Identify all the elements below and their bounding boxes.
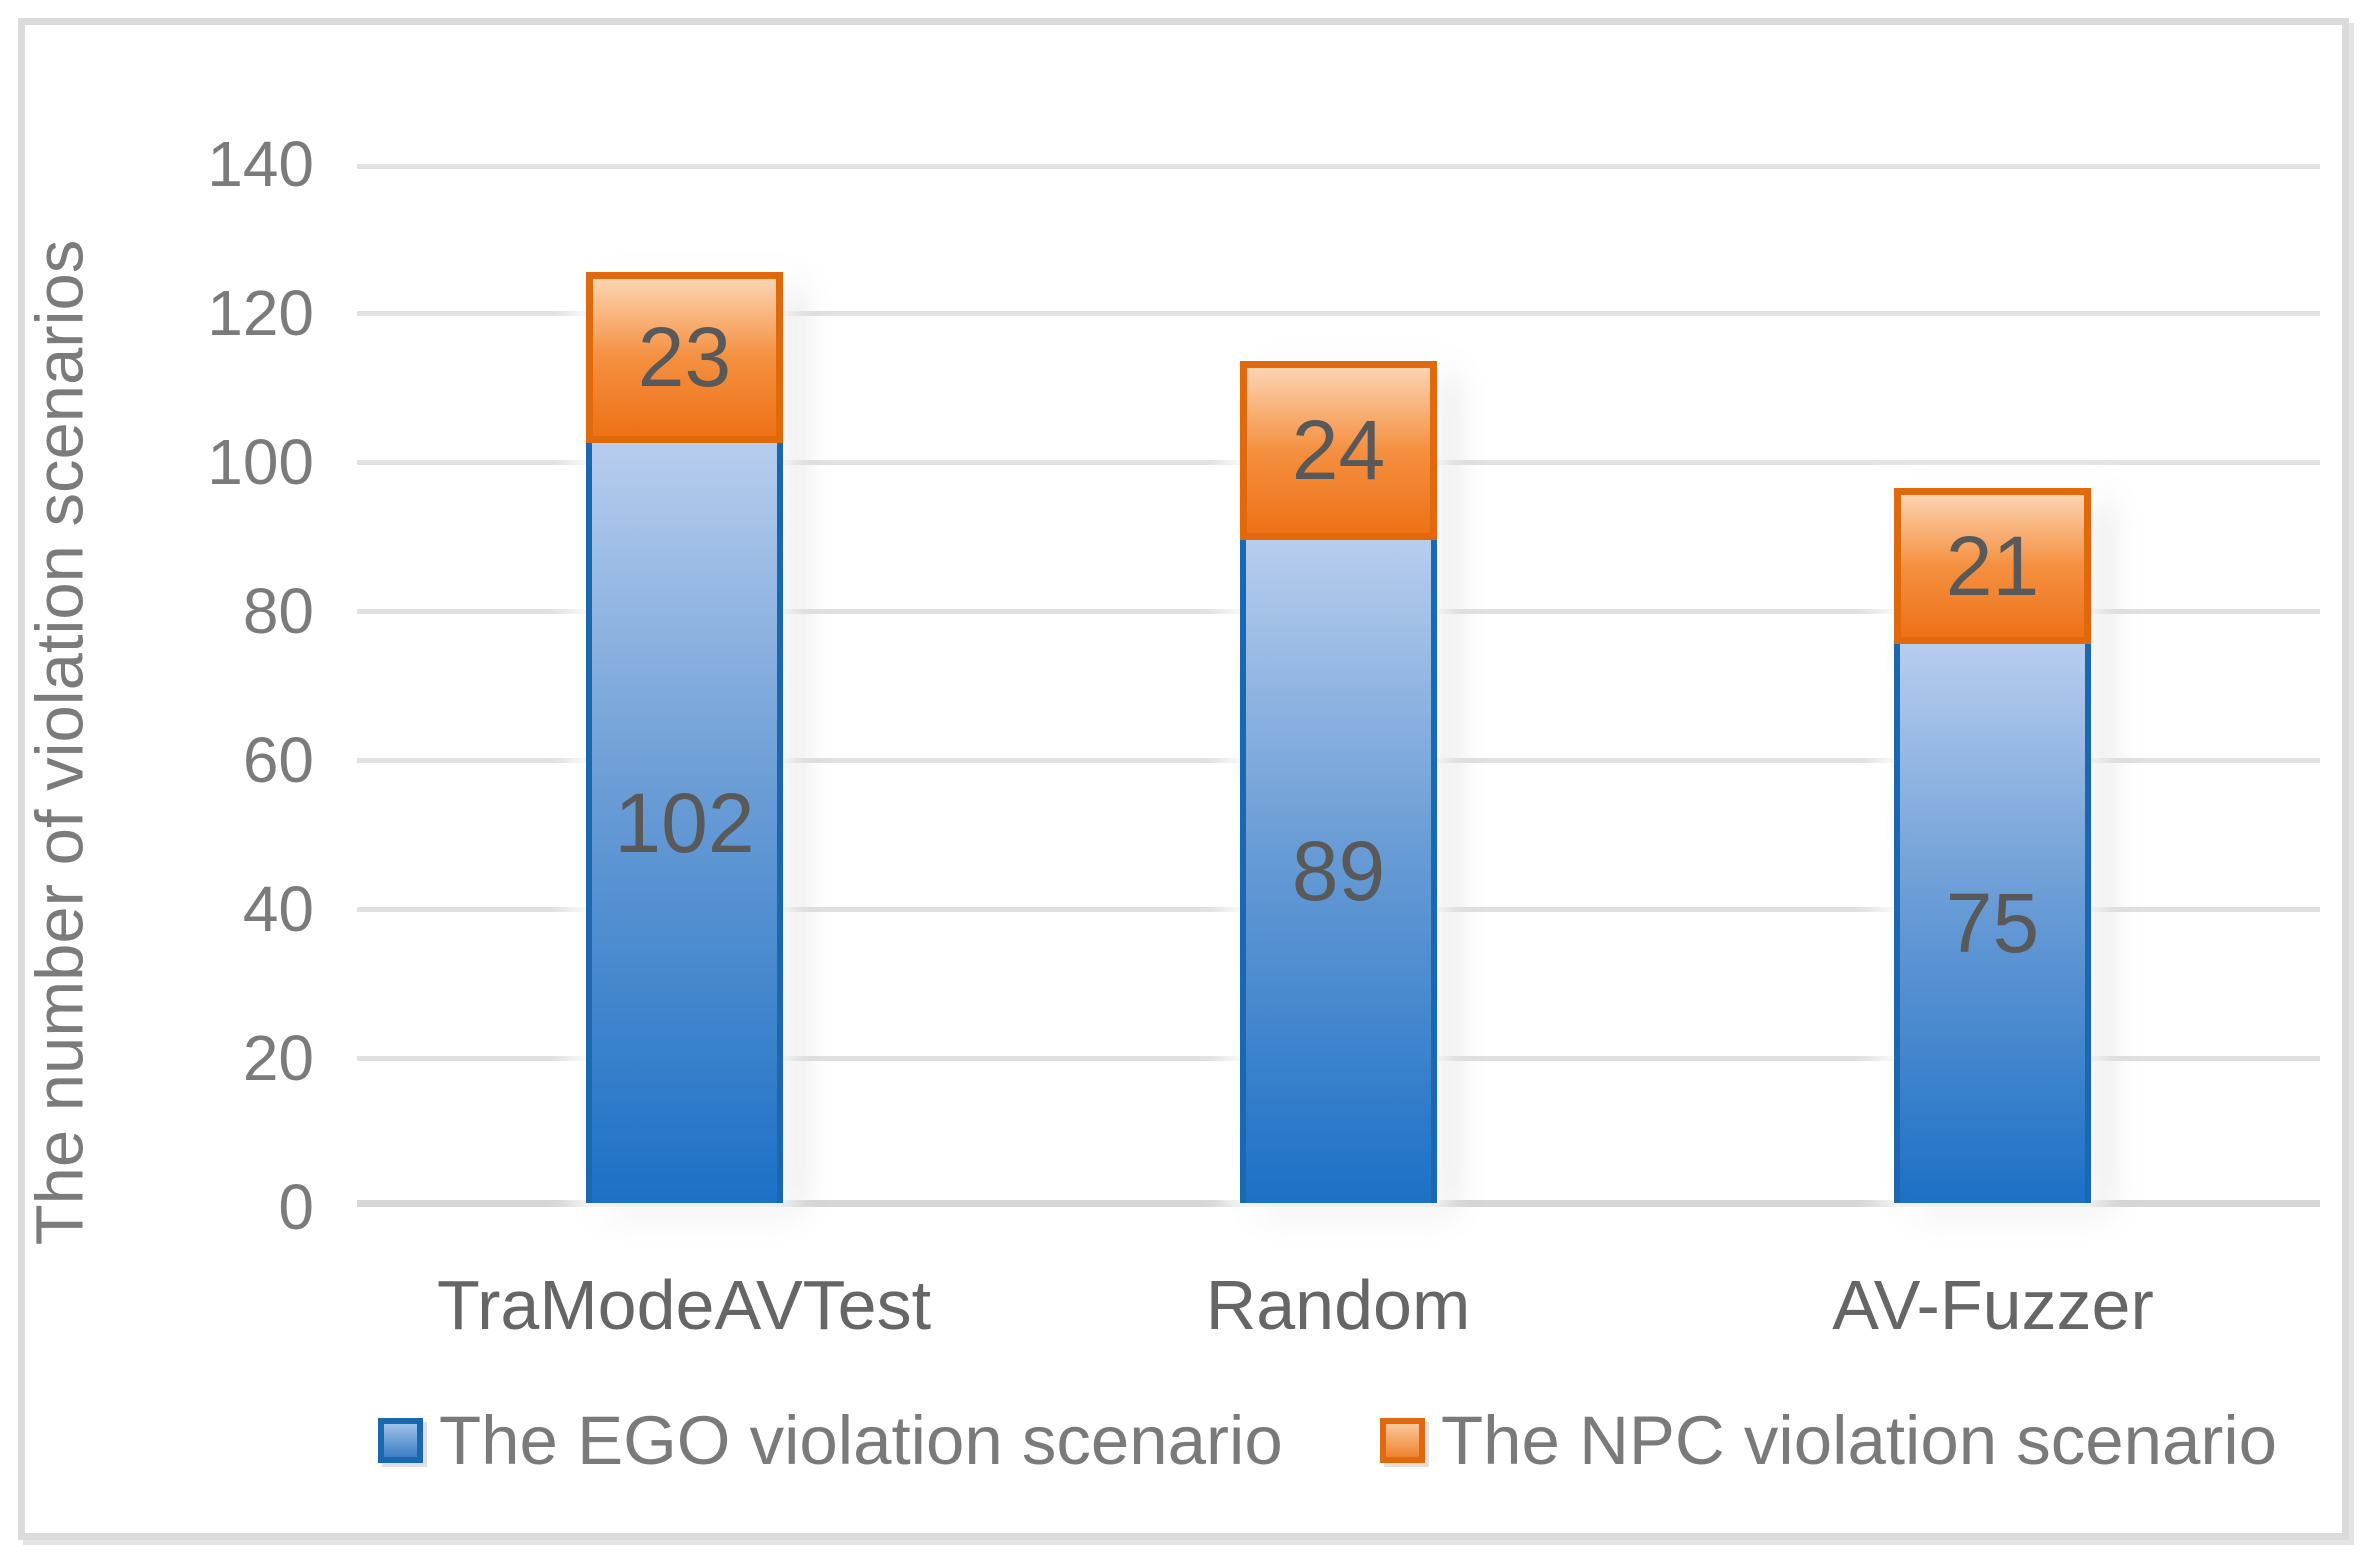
data-label-npc-Random: 24 <box>1291 403 1386 497</box>
bar-TraModeAVTest: 23 102 <box>586 272 783 1203</box>
x-label-TraModeAVTest: TraModeAVTest <box>436 1266 932 1344</box>
plot-area: 23 102 24 89 21 75 <box>357 164 2320 1207</box>
y-tick-60: 60 <box>242 724 314 796</box>
y-tick-100: 100 <box>207 426 314 498</box>
x-axis-labels: TraModeAVTest Random AV-Fuzzer <box>357 1262 2320 1352</box>
bar-segment-npc-Random: 24 <box>1240 361 1437 540</box>
legend-item-npc: The NPC violation scenario <box>1380 1402 2277 1479</box>
y-axis-tick-labels: 0 20 40 60 80 100 120 140 <box>0 0 314 1556</box>
bar-segment-ego-AV-Fuzzer: 75 <box>1894 644 2091 1203</box>
legend-swatch-ego-icon <box>378 1417 423 1463</box>
x-label-Random: Random <box>1205 1266 1471 1344</box>
bar-AV-Fuzzer: 21 75 <box>1894 488 2091 1203</box>
bar-segment-ego-TraModeAVTest: 102 <box>586 443 783 1203</box>
data-label-ego-TraModeAVTest: 102 <box>614 775 755 870</box>
legend-label-ego: The EGO violation scenario <box>439 1401 1283 1479</box>
legend-label-npc: The NPC violation scenario <box>1441 1401 2278 1479</box>
y-tick-80: 80 <box>242 575 314 647</box>
data-label-ego-AV-Fuzzer: 75 <box>1945 876 2040 970</box>
bar-Random: 24 89 <box>1240 361 1437 1203</box>
x-label-AV-Fuzzer: AV-Fuzzer <box>1832 1266 2154 1344</box>
data-label-npc-AV-Fuzzer: 21 <box>1945 518 2040 613</box>
y-tick-140: 140 <box>207 128 314 200</box>
y-tick-120: 120 <box>207 277 314 349</box>
bar-segment-npc-AV-Fuzzer: 21 <box>1894 488 2091 644</box>
data-label-ego-Random: 89 <box>1291 824 1386 918</box>
gridline-0 <box>357 1200 2320 1207</box>
bar-segment-ego-Random: 89 <box>1240 540 1437 1203</box>
legend-swatch-npc-icon <box>1380 1417 1425 1463</box>
y-tick-40: 40 <box>242 873 314 945</box>
bar-segment-npc-TraModeAVTest: 23 <box>586 272 783 443</box>
y-tick-20: 20 <box>242 1022 314 1094</box>
legend-item-ego: The EGO violation scenario <box>378 1402 1283 1479</box>
gridline-120 <box>357 310 2320 316</box>
data-label-npc-TraModeAVTest: 23 <box>637 310 732 404</box>
y-tick-0: 0 <box>278 1171 314 1243</box>
gridline-140 <box>357 164 2320 169</box>
